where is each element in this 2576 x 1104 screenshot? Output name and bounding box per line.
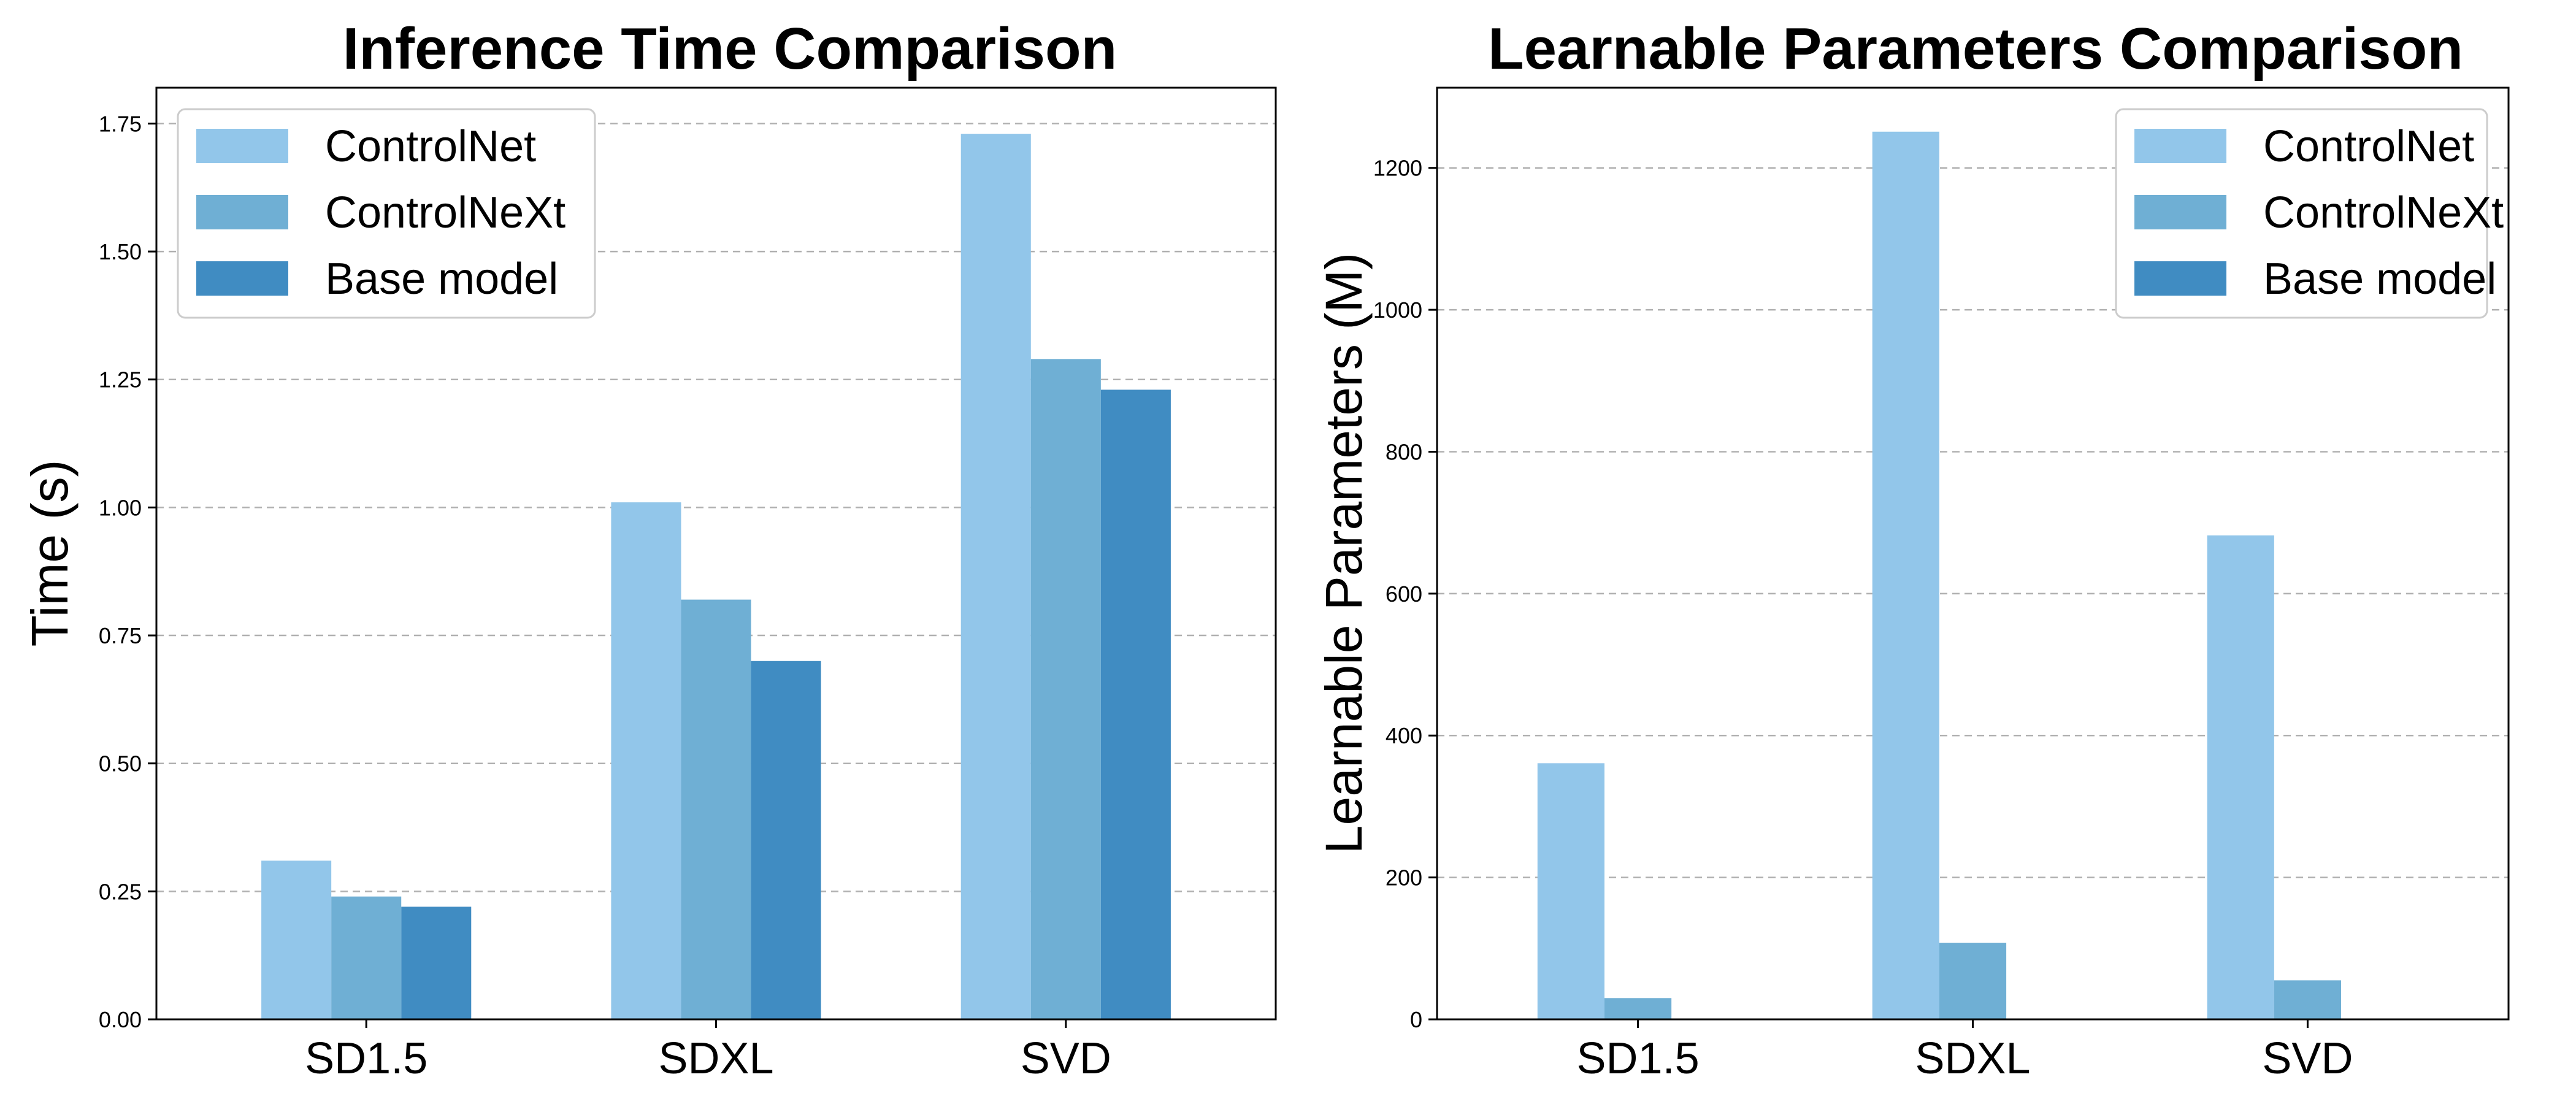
- legend-label: Base model: [2263, 255, 2496, 304]
- y-axis: 0.00 0.25 0.50 0.75 1.00 1.25 1.50 1.75: [99, 111, 156, 1032]
- legend-swatch: [2134, 261, 2226, 296]
- bars: [1537, 131, 2342, 1020]
- bar-controlnext-svd: [1030, 359, 1101, 1019]
- y-tick-label: 1.50: [99, 239, 142, 264]
- legend: ControlNet ControlNeXt Base model: [177, 108, 596, 319]
- bar-controlnext-sdxl: [1939, 943, 2007, 1019]
- y-tick-label: 0.75: [99, 623, 142, 648]
- x-axis: SD1.5 SDXL SVD: [1577, 1019, 2353, 1083]
- legend-swatch: [2134, 129, 2226, 163]
- bar-controlnet-sdxl: [1872, 131, 1939, 1020]
- y-axis-label: Time (s): [21, 460, 79, 647]
- x-axis: SD1.5 SDXL SVD: [305, 1019, 1111, 1083]
- legend-label: ControlNeXt: [2263, 188, 2504, 237]
- y-tick-label: 0.50: [99, 751, 142, 776]
- legend-label: ControlNeXt: [325, 188, 565, 237]
- legend: ControlNet ControlNeXt Base model: [2115, 108, 2504, 319]
- bar-controlnet-svd: [2207, 535, 2274, 1019]
- y-tick-label: 1.75: [99, 111, 142, 136]
- y-axis-label: Learnable Parameters (M): [1315, 253, 1373, 854]
- y-tick-label: 800: [1386, 439, 1422, 464]
- bar-controlnext-sd1-5: [1604, 998, 1672, 1019]
- legend-label: ControlNet: [2263, 122, 2474, 171]
- y-axis: 0 200 400 600 800 1000 1200: [1373, 156, 1437, 1032]
- legend-swatch: [2134, 195, 2226, 229]
- bar-base-model-svd: [1100, 389, 1171, 1019]
- gridlines: [1437, 167, 2509, 878]
- legend-swatch: [196, 261, 288, 296]
- bar-controlnet-sd1-5: [261, 861, 332, 1019]
- x-tick-label: SD1.5: [305, 1034, 427, 1083]
- x-tick-label: SDXL: [658, 1034, 773, 1083]
- bar-base-model-sd1-5: [401, 907, 472, 1019]
- y-tick-label: 400: [1386, 723, 1422, 748]
- bar-base-model-sdxl: [751, 661, 821, 1019]
- legend-label: Base model: [325, 255, 558, 304]
- legend-label: ControlNet: [325, 122, 536, 171]
- x-tick-label: SVD: [2262, 1034, 2353, 1083]
- plot-area: 0 200 400 600 800 1000 1200 SD1.5 SDXL SVD: [1373, 86, 2510, 1083]
- y-tick-label: 1000: [1373, 297, 1422, 323]
- y-tick-label: 600: [1386, 581, 1422, 607]
- y-tick-label: 200: [1386, 865, 1422, 891]
- legend-swatch: [196, 195, 288, 229]
- inference-time-chart: Inference Time Comparison Time (s) 0.000…: [21, 16, 1277, 1083]
- chart-title: Learnable Parameters Comparison: [1488, 16, 2463, 82]
- legend-swatch: [196, 129, 288, 163]
- bar-controlnext-svd: [2274, 980, 2342, 1019]
- x-tick-label: SD1.5: [1577, 1034, 1700, 1083]
- learnable-parameters-chart: Learnable Parameters Comparison Learnabl…: [1315, 16, 2510, 1083]
- y-tick-label: 0.25: [99, 879, 142, 904]
- bar-controlnext-sd1-5: [331, 896, 402, 1019]
- bar-controlnext-sdxl: [681, 599, 751, 1019]
- x-tick-label: SVD: [1021, 1034, 1111, 1083]
- x-tick-label: SDXL: [1915, 1034, 2030, 1083]
- bar-controlnet-sdxl: [611, 502, 681, 1019]
- y-tick-label: 0: [1410, 1007, 1422, 1032]
- chart-title: Inference Time Comparison: [343, 16, 1117, 82]
- y-tick-label: 1.25: [99, 367, 142, 393]
- y-tick-label: 1.00: [99, 495, 142, 520]
- plot-area: 0.000.250.500.751.001.251.501.75 SD1.5 SD…: [99, 86, 1277, 1083]
- y-tick-label: 1200: [1373, 156, 1422, 181]
- bar-controlnet-svd: [960, 134, 1031, 1020]
- bar-controlnet-sd1-5: [1537, 763, 1604, 1019]
- bars: [261, 134, 1171, 1020]
- y-tick-label: 0.00: [99, 1007, 142, 1032]
